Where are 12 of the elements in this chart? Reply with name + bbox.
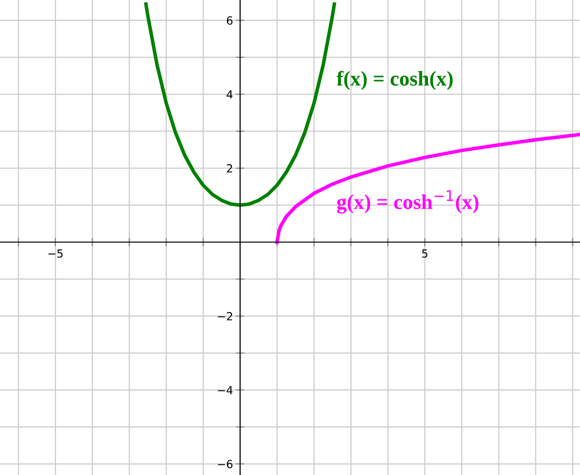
y-tick-label: −4 [218,386,233,394]
line-series [275,132,580,244]
y-tick-label: −2 [218,312,232,320]
line-series [144,2,336,207]
x-tick-label: −5 [48,249,63,258]
y-tick-label: 2 [226,164,232,172]
y-tick-label: −6 [218,460,232,468]
annotation: f(x) = cosh(x) [336,70,453,90]
y-tick-label: 4 [226,90,233,98]
x-tick-label: 5 [422,249,428,258]
y-tick-label: 6 [226,16,232,25]
annotation: g(x) = cosh$^{−1}$(x) [336,190,478,214]
